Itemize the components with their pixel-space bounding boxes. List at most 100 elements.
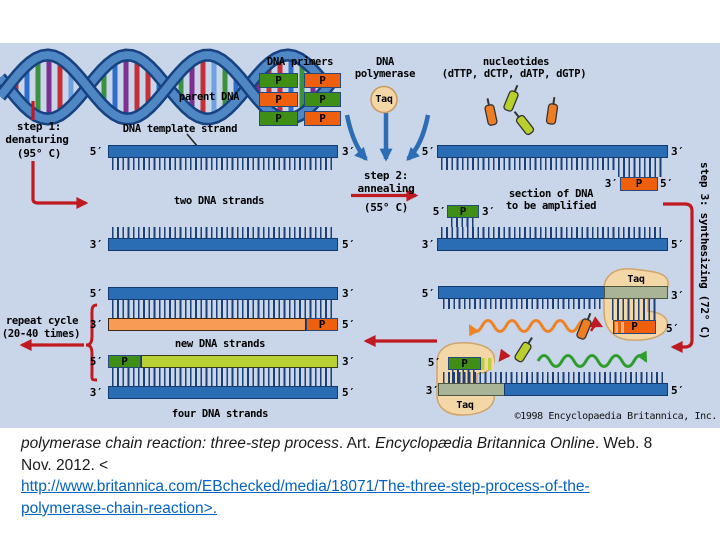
primer-p-label: P (319, 112, 326, 125)
prime-label: 3′ (421, 238, 435, 251)
dna-primer-box: P (304, 73, 341, 88)
primer-p-orange: P (306, 318, 338, 331)
incorporation-arrow (589, 316, 604, 332)
prime-label: 5′ (427, 356, 441, 369)
nucleotides-label: nucleotides (482, 56, 550, 68)
primer-p-label: P (318, 318, 326, 331)
dna-primer-box: P (259, 73, 298, 88)
citation-mid1: . Art. (338, 435, 376, 452)
step2-temp: (55° C) (363, 201, 409, 214)
prime-label: 3′ (89, 386, 103, 399)
step1-temp: (95° C) (16, 147, 62, 160)
primer-p-label: P (631, 320, 638, 333)
step1-title: step 1: (16, 120, 62, 133)
diagram-artwork (0, 48, 694, 416)
prime-label: 5′ (432, 205, 446, 218)
strand-teeth (441, 227, 664, 238)
step2-title: step 2: (363, 169, 409, 182)
product-strand-blue (108, 287, 338, 300)
dna-primer-box: P (304, 111, 341, 126)
taq-blob-top-label: Taq (627, 274, 645, 285)
prime-label: 3′ (342, 145, 356, 158)
strand-teeth-long (618, 158, 664, 177)
nucleotides-list-label: (dTTP, dCTP, dATP, dGTP) (441, 68, 587, 80)
primer-p-label: P (461, 357, 468, 370)
two-dna-strands-label: two DNA strands (173, 195, 265, 207)
template-strand-mid-right (437, 238, 668, 251)
taq-blob-bottom-label: Taq (456, 400, 474, 411)
prime-label: 3′ (604, 177, 618, 190)
product-strand-orange-new (108, 318, 306, 331)
synthesis-template-bottom (504, 383, 668, 396)
product-strand-blue2 (108, 386, 338, 399)
nucleotide-icon (484, 98, 498, 126)
nucleotide-icon (513, 110, 535, 136)
citation-title: polymerase chain reaction: three-step pr… (21, 435, 339, 452)
nucleotides-arrow (406, 114, 431, 161)
nucleotide-icon (503, 84, 519, 112)
citation-url-line2[interactable]: polymerase-chain-reaction>. (21, 499, 217, 517)
incorporation-arrow (498, 348, 511, 362)
step1-arrow (31, 161, 89, 209)
primer-p-label: P (275, 74, 282, 87)
new-strand-wave-orange (468, 319, 592, 337)
step2-name: annealing (357, 182, 415, 195)
prime-label: 5′ (89, 145, 103, 158)
template-inside-taq2 (438, 383, 505, 396)
new-nucleotide-stripes (481, 357, 494, 370)
prime-label: 5′ (671, 238, 685, 251)
growing-strand-green: P (448, 357, 481, 370)
prime-label: 5′ (342, 238, 356, 251)
primer-p-label: P (275, 112, 282, 125)
step3-arrow (663, 202, 694, 353)
primer-p-label: P (319, 74, 326, 87)
strand-teeth (443, 372, 663, 383)
nucleotide-icon (545, 97, 559, 125)
citation-mid2: . Web. 8 (594, 435, 653, 452)
primer-p-green: P (108, 355, 141, 368)
primer-p-label: P (635, 177, 643, 190)
new-nucleotide-stripes (614, 321, 627, 333)
prime-label: 3′ (89, 318, 103, 331)
primer-p-label: P (459, 205, 467, 218)
new-strand-wave-green (536, 350, 648, 368)
step3-vertical-label: step 3: synthesizing (72° C) (698, 162, 711, 340)
prime-label: 3′ (89, 238, 103, 251)
prime-label: 5′ (342, 386, 356, 399)
primer-p-label: P (121, 355, 128, 368)
prime-label: 5′ (342, 318, 356, 331)
primer-p-label: P (319, 93, 326, 106)
dna-primers-label: DNA primers (266, 56, 334, 68)
prime-label: 3′ (342, 355, 356, 368)
template-strand-top-left (108, 145, 338, 158)
taq-circle (370, 85, 398, 114)
four-dna-strands-label: four DNA strands (171, 408, 269, 420)
prime-label: 5′ (89, 287, 103, 300)
prime-label: 3′ (342, 287, 356, 300)
dna-primer-box: P (259, 92, 298, 107)
section-label: section of DNA (508, 188, 594, 200)
prime-label: 3′ (671, 145, 685, 158)
citation-line-1: polymerase chain reaction: three-step pr… (21, 433, 713, 455)
copyright-notice: ©1998 Encyclopaedia Britannica, Inc. (514, 411, 718, 422)
citation: polymerase chain reaction: three-step pr… (21, 433, 713, 519)
citation-url-line1[interactable]: http://www.britannica.com/EBchecked/medi… (21, 478, 590, 496)
strand-teeth (112, 300, 334, 318)
dna-polymerase-label: DNA (375, 56, 395, 68)
dna-polymerase-label2: polymerase (354, 68, 416, 80)
section-label2: to be amplified (505, 200, 597, 212)
primer-annealed-orange: P (620, 177, 658, 191)
prime-label: 3′ (425, 384, 439, 397)
strand-teeth (112, 368, 334, 386)
primer-annealed-green: P (447, 205, 479, 218)
prime-label: 5′ (660, 177, 674, 190)
template-strand-top-right (437, 145, 668, 158)
prime-label: 5′ (671, 384, 685, 397)
product-strand-yellowgreen-new (141, 355, 338, 368)
repeat-cycle-label: repeat cycle (5, 315, 79, 327)
taq-label: Taq (375, 94, 393, 105)
template-pointer-line (186, 133, 199, 148)
primers-arrow (344, 114, 368, 161)
pcr-diagram: P P P P P P P P P P P P (0, 43, 720, 428)
